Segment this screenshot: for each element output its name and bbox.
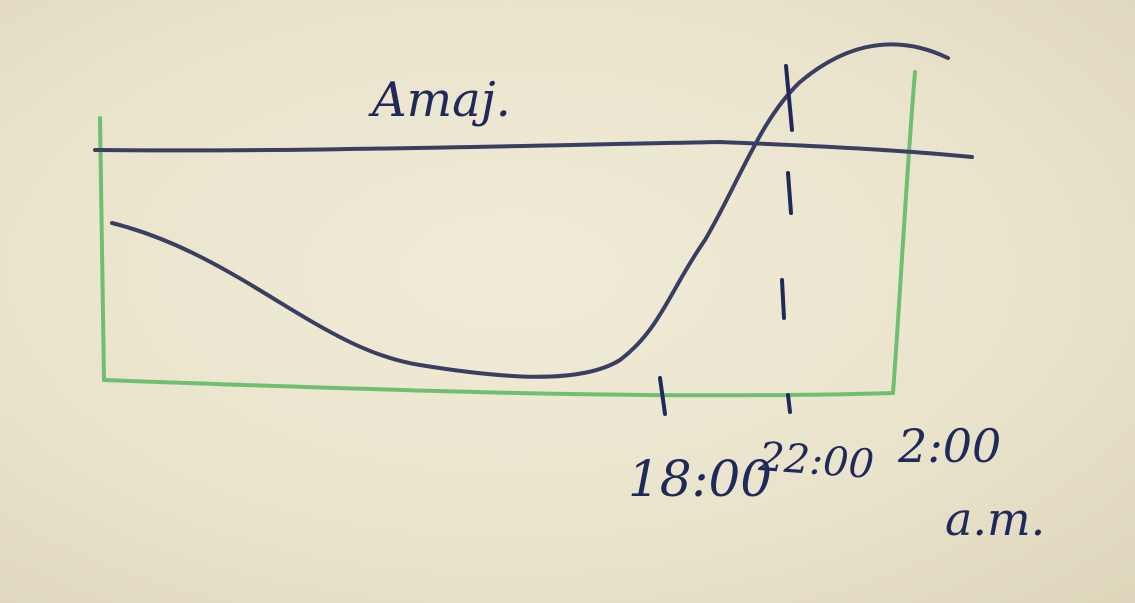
curve-line [110,42,950,379]
box-left-edge [98,116,106,382]
marker-dash-2 [780,278,786,320]
diagram-title: Amaj. [368,72,511,128]
marker-cross-top [784,64,794,132]
tick-label-22: 22:00 [756,434,875,488]
tick-18 [658,376,667,416]
marker-dash-1 [786,171,793,215]
box-bottom-edge [102,378,895,398]
horizontal-reference-line [93,139,974,159]
tick-label-2am-time: 2:00 [897,419,1001,473]
tick-label-2am-suffix: a.m. [945,492,1045,546]
box-right-edge [891,70,917,395]
marker-dash-3 [786,393,792,414]
tick-label-18: 18:00 [628,450,772,508]
